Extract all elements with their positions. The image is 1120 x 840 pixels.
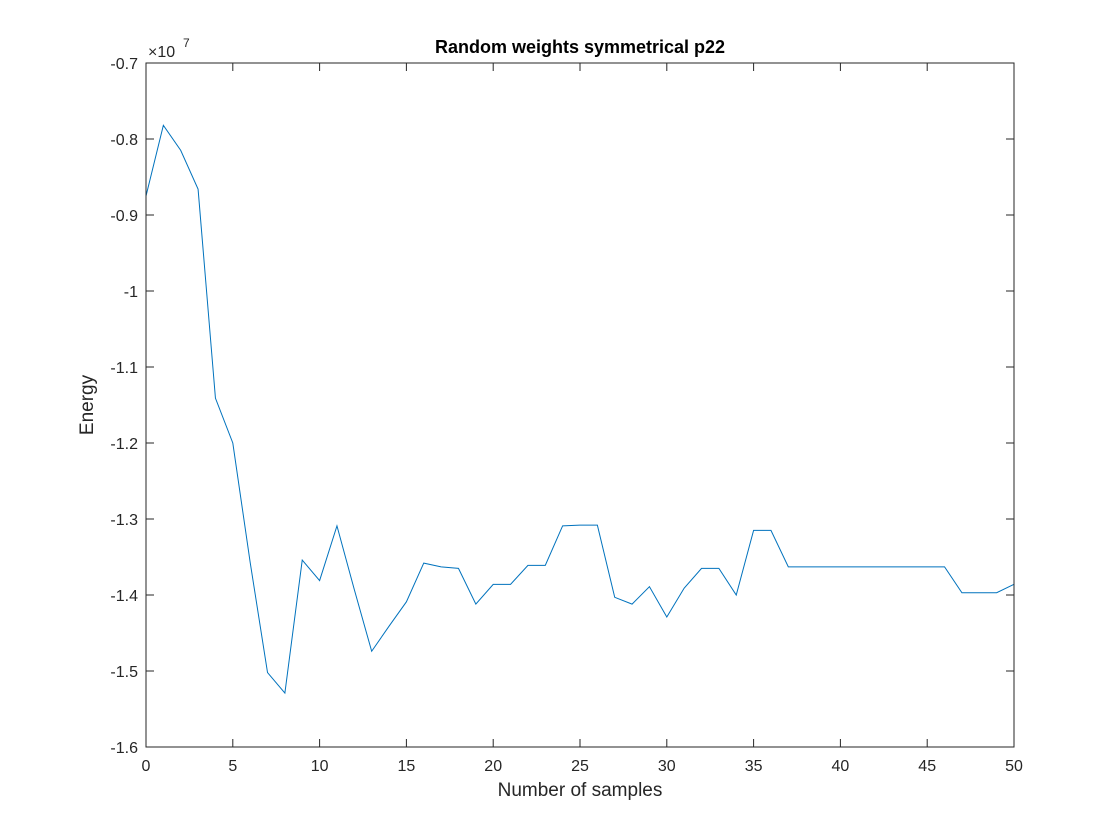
x-tick-label: 10 <box>311 758 329 775</box>
y-tick-label: -1.5 <box>110 664 138 681</box>
y-multiplier-exponent: 7 <box>183 36 190 50</box>
y-tick-label: -0.9 <box>110 208 138 225</box>
y-axis-multiplier: ×10 7 <box>148 36 190 61</box>
x-tick-label: 40 <box>832 758 850 775</box>
y-tick-label: -1.3 <box>110 512 138 529</box>
x-tick-label: 25 <box>571 758 589 775</box>
x-tick-label: 5 <box>228 758 237 775</box>
x-tick-label: 30 <box>658 758 676 775</box>
y-tick-label: -1 <box>124 284 138 301</box>
plot-area <box>146 63 1014 747</box>
y-tick-label: -1.6 <box>110 740 138 757</box>
y-tick-label: -0.8 <box>110 132 138 149</box>
x-tick-label: 20 <box>484 758 502 775</box>
data-series-line <box>145 124 1015 695</box>
x-tick-label: 50 <box>1005 758 1023 775</box>
x-tick-label: 45 <box>918 758 936 775</box>
y-tick-label: -0.7 <box>110 56 138 73</box>
x-tick-label: 0 <box>142 758 151 775</box>
y-tick-label: -1.2 <box>110 436 138 453</box>
x-tick-label: 15 <box>398 758 416 775</box>
chart-title: Random weights symmetrical p22 <box>435 37 725 57</box>
y-multiplier-base: ×10 <box>148 44 175 61</box>
y-tick-label: -1.1 <box>110 360 138 377</box>
x-axis-ticks: 0 5 10 15 20 25 30 35 40 45 50 <box>142 63 1023 775</box>
plot-box <box>145 62 1015 748</box>
y-axis-label: Energy <box>77 374 98 435</box>
y-tick-label: -1.4 <box>110 588 138 605</box>
x-axis-label: Number of samples <box>498 780 663 801</box>
x-tick-label: 35 <box>745 758 763 775</box>
